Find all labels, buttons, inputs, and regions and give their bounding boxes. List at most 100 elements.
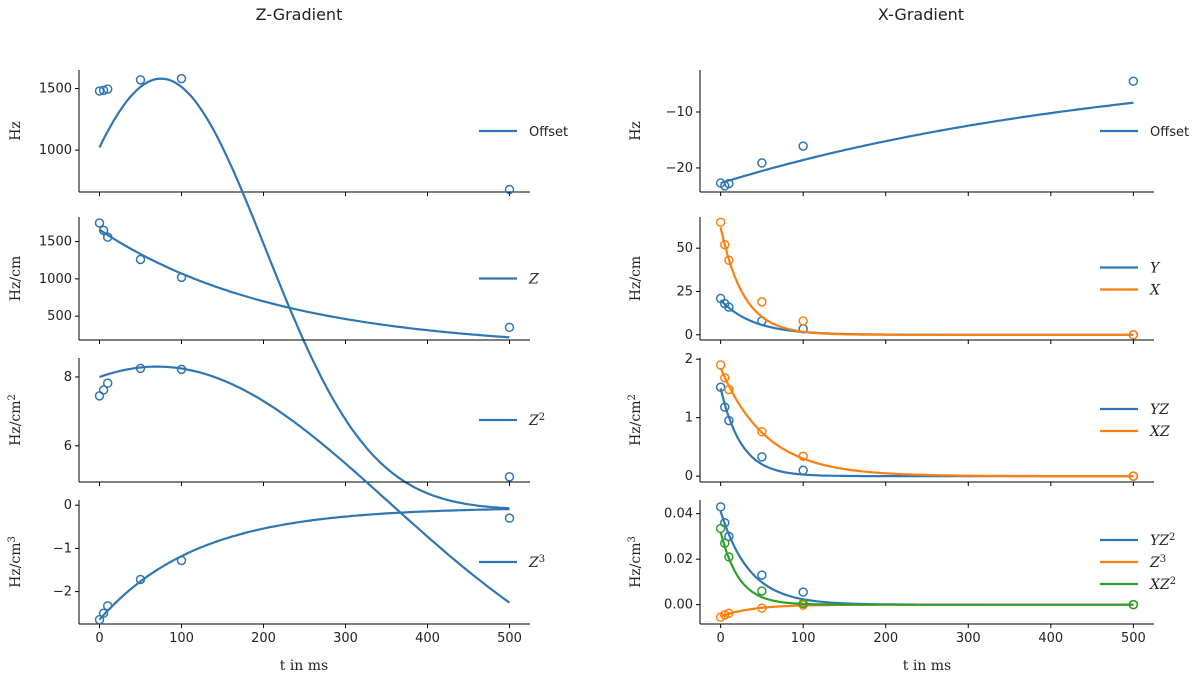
- data-point: [504, 472, 515, 482]
- data-point: [798, 451, 808, 462]
- data-point: [176, 73, 187, 84]
- data-point: [94, 614, 105, 625]
- legend-label: Y: [1150, 261, 1161, 277]
- subplot-z-4: −2 −1 0 0 100 200 300 400 500 Hz/cm3 Z3: [7, 498, 546, 646]
- y-tick-label: 0.04: [664, 507, 693, 522]
- fit-line-XZ: [719, 531, 1134, 606]
- data-point: [102, 378, 113, 388]
- data-point: [1128, 76, 1139, 86]
- x-axis-label-left: t in ms: [280, 658, 328, 674]
- y-tick-label: 6: [64, 439, 72, 454]
- legend-label: Offset: [529, 125, 568, 140]
- y-tick-label: −2: [53, 585, 72, 600]
- y-axis-label: Hz/cm2: [627, 394, 645, 446]
- subplot-z-1: 1000 1500 Hz Offset: [8, 70, 568, 510]
- y-tick-label: 1000: [39, 143, 72, 158]
- x-tick-label: 300: [333, 631, 358, 646]
- y-axis-label: Hz: [628, 121, 644, 141]
- data-point: [715, 382, 726, 392]
- data-point: [715, 217, 726, 227]
- y-axis-label: Hz/cm: [8, 256, 24, 301]
- data-point: [715, 523, 726, 534]
- fit-line-Y: [719, 299, 1134, 336]
- legend-label: Offset: [1150, 125, 1189, 140]
- data-point: [98, 85, 109, 96]
- data-point: [724, 255, 734, 266]
- data-point: [135, 363, 146, 374]
- y-tick-label: 1500: [39, 235, 72, 250]
- fit-line-YZ: [719, 511, 1134, 606]
- x-tick-label: 400: [1038, 631, 1063, 646]
- legend-label: YZ2: [1150, 532, 1175, 550]
- legend-label: XZ2: [1149, 576, 1176, 594]
- data-point: [757, 158, 767, 168]
- data-point: [720, 239, 730, 250]
- data-point: [798, 316, 808, 326]
- subplot-x-1: −20 −10 Hz Offset: [628, 70, 1189, 196]
- data-point: [757, 452, 767, 462]
- fit-line-Offset: [720, 101, 1134, 185]
- data-point: [98, 385, 109, 395]
- data-point: [1128, 330, 1139, 340]
- column-title-x: X-Gradient: [878, 5, 964, 24]
- subplot-x-3: 0 1 2 Hz/cm2 YZ XZ: [627, 352, 1170, 486]
- data-point: [1128, 471, 1139, 481]
- legend-label: Z3: [1149, 554, 1166, 572]
- fit-line-XZ: [719, 367, 1134, 478]
- fit-line-Z: [98, 228, 510, 339]
- x-tick-label: 100: [791, 631, 816, 646]
- data-point: [724, 178, 734, 189]
- x-tick-label: 200: [873, 631, 898, 646]
- data-point: [757, 603, 767, 613]
- data-point: [757, 570, 767, 580]
- data-point: [135, 574, 146, 585]
- fit-line-Z: [99, 365, 511, 604]
- legend-label: Z2: [528, 412, 545, 430]
- y-axis-label: Hz/cm3: [7, 536, 25, 588]
- data-point: [135, 75, 146, 85]
- y-axis-label: Hz/cm2: [7, 394, 25, 446]
- subplot-z-3: 6 8 Hz/cm2 Z2: [7, 358, 545, 604]
- x-tick-label: 0: [95, 631, 103, 646]
- y-tick-label: 1500: [39, 81, 72, 96]
- legend-label: Z3: [528, 554, 545, 572]
- y-tick-label: 500: [47, 309, 72, 324]
- y-tick-label: −1: [53, 541, 72, 556]
- x-tick-label: 500: [1121, 631, 1146, 646]
- legend-label: X: [1149, 283, 1161, 299]
- data-point: [757, 586, 767, 596]
- y-tick-label: 0: [64, 498, 72, 513]
- data-point: [135, 254, 146, 265]
- legend-label: Z: [528, 272, 539, 288]
- y-tick-label: 1000: [39, 272, 72, 287]
- subplot-z-2: 500 1000 1500 Hz/cm Z: [8, 217, 539, 344]
- legend-label: YZ: [1150, 402, 1169, 418]
- data-point: [98, 225, 109, 236]
- data-point: [798, 141, 808, 151]
- data-point: [1128, 599, 1139, 610]
- data-point: [798, 598, 808, 609]
- y-tick-label: 2: [685, 352, 693, 367]
- subplot-x-4: 0.00 0.02 0.04 0 100 200 300 400 500 Hz/cm3 YZ2 Z3 X…: [627, 500, 1176, 646]
- fit-line-Offset: [98, 77, 510, 510]
- data-point: [757, 426, 767, 437]
- x-tick-label: 400: [415, 631, 440, 646]
- data-point: [176, 272, 187, 283]
- y-tick-label: 50: [676, 241, 693, 256]
- y-tick-label: 0: [685, 328, 693, 343]
- x-tick-label: 200: [251, 631, 276, 646]
- data-point: [724, 415, 734, 426]
- x-tick-label: 0: [716, 631, 724, 646]
- data-point: [98, 608, 109, 618]
- data-point: [94, 218, 105, 228]
- legend-label: XZ: [1149, 424, 1170, 440]
- y-axis-label: Hz: [8, 121, 24, 141]
- fit-line-X: [719, 227, 1134, 336]
- column-title-z: Z-Gradient: [256, 5, 343, 24]
- data-point: [724, 552, 734, 562]
- data-point: [757, 297, 767, 307]
- data-point: [720, 402, 730, 412]
- x-tick-label: 100: [169, 631, 194, 646]
